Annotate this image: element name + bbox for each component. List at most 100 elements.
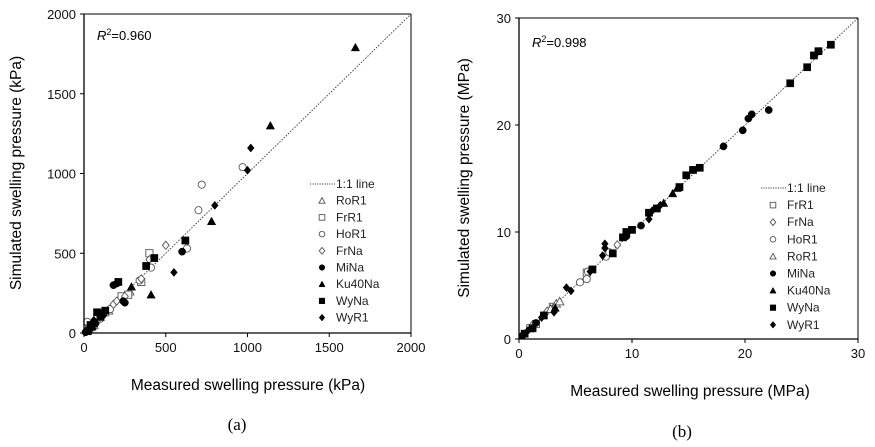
legend-item-mina: MiNa xyxy=(318,261,364,275)
legend-item-ror1: RoR1 xyxy=(769,249,818,263)
r2-value: =0.960 xyxy=(111,28,151,43)
data-point xyxy=(656,200,664,210)
panel-label-b: (b) xyxy=(672,422,692,441)
legend-label: HoR1 xyxy=(336,227,367,241)
legend-marker xyxy=(318,297,326,304)
data-point xyxy=(265,120,275,130)
legend-marker xyxy=(769,270,777,277)
data-point xyxy=(181,236,190,245)
data-point xyxy=(537,313,546,323)
legend-label: Ku40Na xyxy=(787,284,831,298)
data-point xyxy=(827,40,835,49)
legend-item-frna: FrNa xyxy=(769,215,814,229)
series-mina xyxy=(81,247,186,337)
data-point xyxy=(601,239,609,249)
data-point xyxy=(142,262,150,270)
data-point xyxy=(645,214,653,224)
r2-annotation-b: R2=0.998 xyxy=(532,34,587,50)
legend-label: FrNa xyxy=(787,215,814,229)
data-point xyxy=(112,296,121,306)
legend-marker xyxy=(769,287,777,294)
data-point xyxy=(146,290,156,299)
x-axis-label-a: Measured swelling pressure (kPa) xyxy=(131,377,365,394)
data-point xyxy=(243,165,252,175)
data-point xyxy=(238,163,247,172)
data-point xyxy=(786,79,795,88)
data-point xyxy=(637,221,645,230)
data-point xyxy=(689,166,697,174)
legend-marker xyxy=(318,214,326,221)
r2-value: =0.998 xyxy=(546,35,586,50)
x-tick-label: 0 xyxy=(515,346,522,361)
y-axis-label-a: Simulated swelling pressure (kPa) xyxy=(8,56,25,290)
legend-label: WyR1 xyxy=(336,311,369,325)
x-tick-label: 1000 xyxy=(233,340,262,355)
legend-item-wyr1: WyR1 xyxy=(318,311,369,325)
x-tick-label: 500 xyxy=(155,340,177,355)
x-tick-label: 2000 xyxy=(397,340,426,355)
ticks-a: 00 500 500 1000 1000 1500 1500 2000 2000 xyxy=(47,7,425,355)
legend-marker xyxy=(769,236,777,243)
data-point xyxy=(121,298,129,307)
legend-a: 1:1 line RoR1 FrR1 HoR1 FrNa MiNa Ku40Na WyNa Wy… xyxy=(310,177,380,325)
legend-label: MiNa xyxy=(336,261,364,275)
data-point xyxy=(350,42,361,52)
r2-symbol: R xyxy=(532,35,541,50)
y-tick-label: 1500 xyxy=(47,87,76,102)
data-point xyxy=(608,249,617,258)
y-tick-label: 0 xyxy=(69,326,76,341)
legend-label: WyNa xyxy=(336,294,369,308)
legend-label: Ku40Na xyxy=(336,277,380,291)
legend-item-frr1: FrR1 xyxy=(318,210,363,224)
panel-a: 00 500 500 1000 1000 1500 1500 2000 2000 R2=0.96… xyxy=(8,7,425,434)
series-wyna xyxy=(86,236,190,329)
legend-marker xyxy=(769,252,777,260)
r2-symbol: R xyxy=(97,28,106,43)
panel-b: 00 10 10 20 20 30 30 R2=0.998 Measured swellin… xyxy=(456,11,865,441)
legend-item-wyna: WyNa xyxy=(769,301,820,315)
y-tick-label: 500 xyxy=(54,246,76,261)
x-tick-label: 30 xyxy=(851,346,865,361)
points-b xyxy=(518,40,835,340)
legend-item-mina: MiNa xyxy=(769,267,815,281)
legend-b: 1:1 line FrR1 FrNa HoR1 RoR1 MiNa Ku40Na WyNa Wy… xyxy=(761,181,831,332)
series-wyr1 xyxy=(524,200,664,335)
data-point xyxy=(194,206,203,215)
data-point xyxy=(562,283,571,293)
data-point xyxy=(206,216,217,226)
legend-item-reference-line: 1:1 line xyxy=(310,177,375,191)
data-point xyxy=(803,63,811,72)
data-point xyxy=(554,296,565,306)
legend-label: HoR1 xyxy=(787,232,818,246)
data-point xyxy=(524,325,532,335)
data-point xyxy=(550,307,558,317)
legend-item-wyr1: WyR1 xyxy=(769,318,820,332)
legend-label: RoR1 xyxy=(336,194,367,208)
legend-label: FrNa xyxy=(336,244,363,258)
legend-label: FrR1 xyxy=(336,210,363,224)
data-point xyxy=(586,267,594,277)
y-tick-label: 1000 xyxy=(47,167,76,182)
legend-label: WyNa xyxy=(787,301,820,315)
legend-item-reference-line: 1:1 line xyxy=(761,181,826,195)
legend-item-frna: FrNa xyxy=(318,244,363,258)
legend-marker xyxy=(769,321,777,329)
data-point xyxy=(114,278,123,286)
legend-item-ku40na: Ku40Na xyxy=(769,284,831,298)
legend-marker xyxy=(318,246,326,255)
legend-item-ku40na: Ku40Na xyxy=(318,277,380,291)
data-point xyxy=(738,126,747,135)
legend-item-hor1: HoR1 xyxy=(318,227,367,241)
legend-marker xyxy=(318,196,326,204)
data-point xyxy=(613,240,622,250)
legend-marker xyxy=(318,280,326,287)
data-point xyxy=(126,282,137,291)
points-a xyxy=(81,42,361,337)
data-point xyxy=(668,188,678,198)
legend-label: MiNa xyxy=(787,267,815,281)
data-point xyxy=(764,106,773,114)
y-tick-label: 0 xyxy=(504,332,511,347)
ticks-b: 00 10 10 20 20 30 30 xyxy=(497,11,866,361)
data-point xyxy=(197,180,206,189)
